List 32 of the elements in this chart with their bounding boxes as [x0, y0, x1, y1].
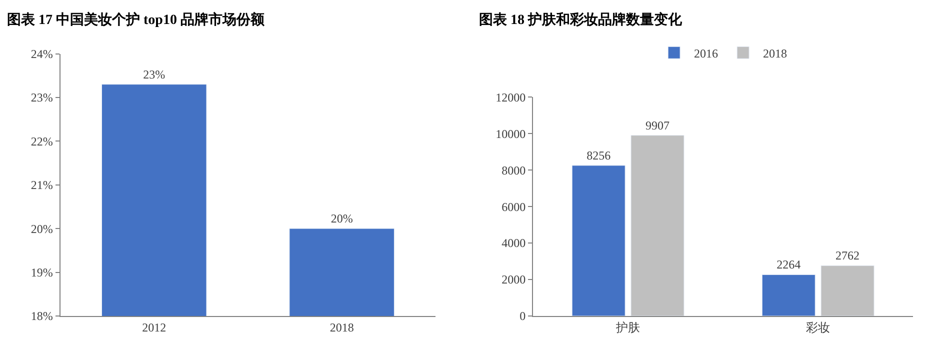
x-tick-label: 护肤 [615, 320, 640, 334]
x-tick-label: 2018 [330, 320, 354, 334]
x-tick-label: 彩妆 [806, 320, 830, 334]
data-label: 23% [143, 67, 166, 82]
y-tick-label: 6000 [502, 200, 526, 214]
y-tick-label: 2000 [502, 272, 526, 287]
bar [820, 265, 874, 316]
legend-label: 2018 [763, 46, 788, 60]
y-tick-label: 18% [30, 309, 53, 324]
y-tick-label: 4000 [502, 236, 526, 250]
bar [630, 135, 684, 316]
data-label: 9907 [645, 118, 670, 132]
y-tick-label: 0 [520, 309, 526, 324]
data-label: 2264 [776, 258, 801, 272]
y-tick-label: 20% [30, 222, 53, 236]
bar [572, 165, 626, 316]
x-tick-label: 2012 [142, 320, 166, 334]
chart-title: 图表 17 中国美妆个护 top10 品牌市场份额 [7, 11, 266, 28]
chart-title: 图表 18 护肤和彩妆品牌数量变化 [479, 11, 683, 28]
bar [762, 274, 816, 316]
data-label: 8256 [586, 148, 611, 162]
y-tick-label: 22% [30, 134, 53, 148]
y-tick-label: 10000 [496, 126, 526, 141]
y-tick-label: 21% [30, 178, 53, 192]
legend-label: 2016 [694, 46, 718, 60]
data-label: 20% [330, 212, 353, 226]
data-label: 2762 [836, 248, 860, 263]
y-tick-label: 24% [30, 46, 53, 61]
y-tick-label: 23% [30, 90, 53, 105]
y-tick-label: 12000 [496, 90, 526, 104]
y-tick-label: 19% [30, 265, 53, 280]
y-tick-label: 8000 [502, 163, 526, 178]
